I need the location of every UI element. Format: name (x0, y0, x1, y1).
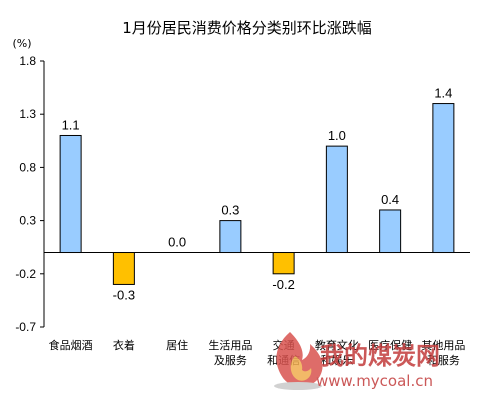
y-axis-unit: (%) (12, 37, 31, 50)
watermark-text: 我的煤炭网 (320, 342, 440, 370)
flame-logo-icon (274, 332, 323, 390)
category-label: 食品烟酒 (49, 338, 93, 352)
category-label: 生活用品 (208, 338, 252, 352)
bar (59, 134, 82, 254)
bar (379, 209, 402, 254)
y-tick-label: -0.2 (15, 267, 36, 281)
y-axis-ticks: 1.8 1.3 0.8 0.3 -0.2 -0.7 (15, 54, 44, 334)
category-label: 教育文化 (315, 338, 359, 352)
category-labels: 食品烟酒衣着居住生活用品及服务交通和通信教育文化和娱乐医疗保健其他用品和服务 (49, 338, 466, 367)
data-label: -0.2 (272, 277, 294, 292)
data-label: 1.0 (328, 128, 346, 143)
watermark-url: www.mycoal.cn (316, 372, 433, 390)
category-label: 居住 (166, 338, 188, 352)
y-tick-label: 1.3 (19, 107, 36, 121)
data-label: 0.4 (381, 192, 399, 207)
bar (272, 252, 295, 275)
bar (325, 145, 348, 254)
y-tick-label: -0.7 (15, 320, 36, 334)
data-labels: 1.1 -0.3 0.0 0.3 -0.2 1.0 0.4 1.4 (62, 86, 453, 303)
category-label: 及服务 (214, 354, 247, 367)
bars (59, 103, 455, 285)
category-label: 医疗保健 (368, 338, 412, 352)
data-label: 0.0 (168, 235, 186, 250)
bar (112, 252, 135, 285)
category-label: 和娱乐 (320, 353, 353, 367)
data-label: 1.4 (434, 86, 452, 101)
data-label: -0.3 (113, 287, 135, 302)
y-tick-label: 0.3 (19, 214, 36, 228)
watermark: 我的煤炭网 www.mycoal.cn (274, 332, 440, 390)
data-label: 1.1 (62, 117, 80, 132)
category-label: 和服务 (427, 354, 460, 367)
y-tick-label: 0.8 (19, 160, 36, 174)
data-label: 0.3 (221, 203, 239, 218)
category-label: 其他用品 (421, 339, 465, 352)
y-tick-label: 1.8 (19, 54, 36, 68)
bar (432, 103, 455, 254)
chart-title: 1月份居民消费价格分类别环比涨跌幅 (122, 19, 372, 37)
bar (219, 220, 242, 254)
category-label: 衣着 (113, 338, 135, 352)
